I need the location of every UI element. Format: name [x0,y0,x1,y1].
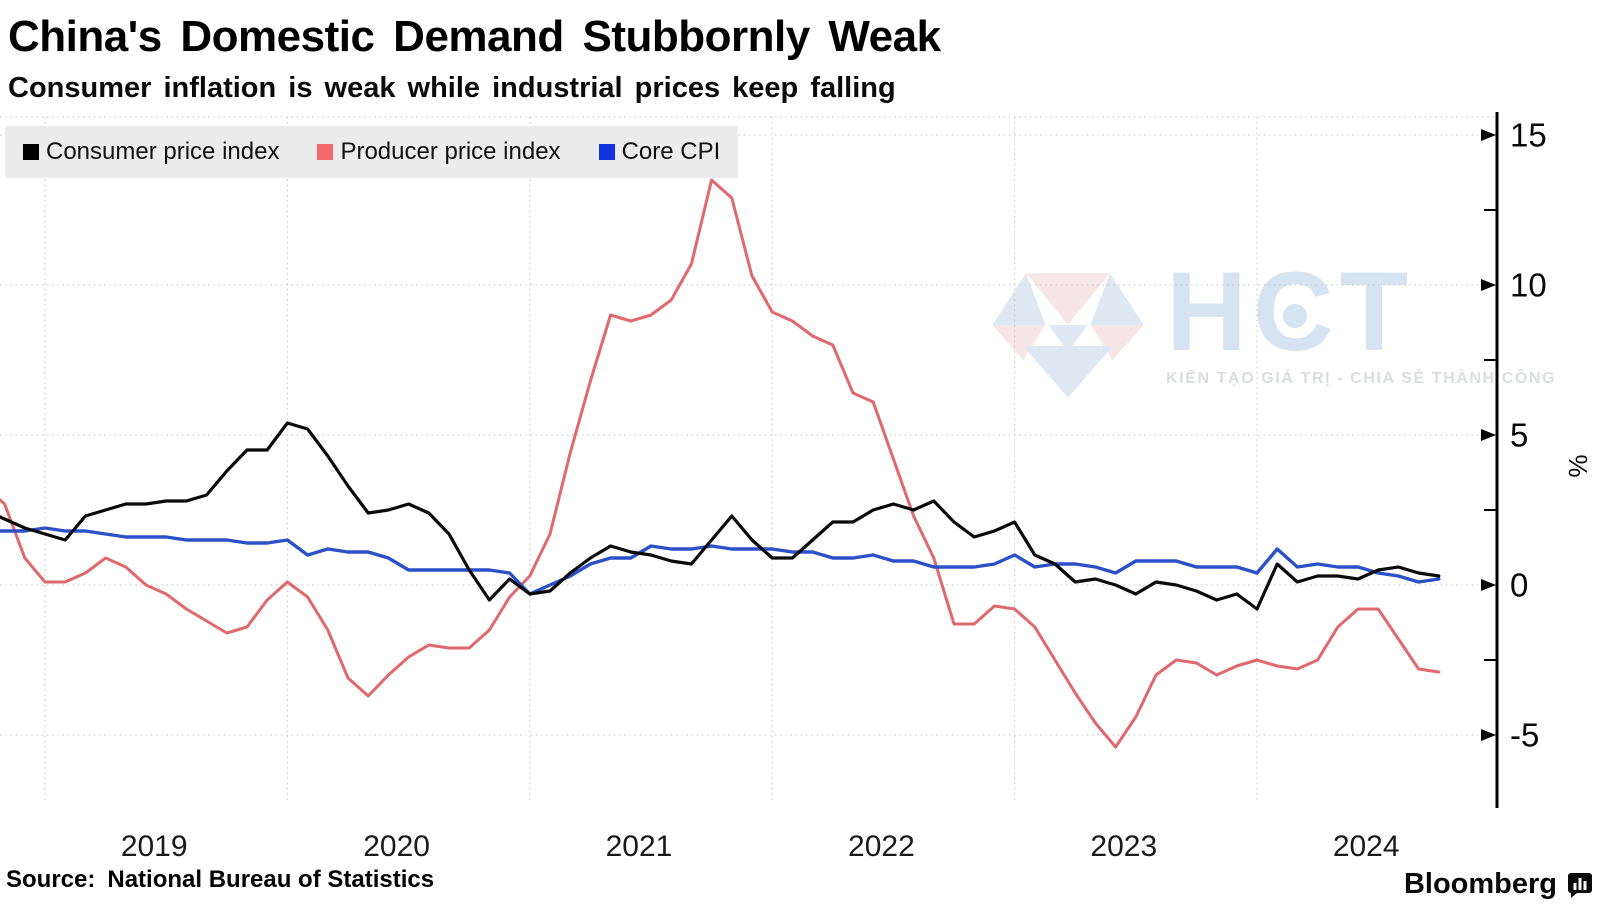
bloomberg-branding: Bloomberg [1404,868,1594,901]
cpi-swatch-icon [23,144,39,160]
watermark-letter: H [1166,249,1253,374]
watermark-letter: T [1339,249,1415,374]
hct-gem-icon [992,273,1144,398]
bloomberg-chart-bubble-icon [1568,872,1592,898]
legend-item-core-cpi: Core CPI [598,138,721,166]
x-tick-label: 2024 [1333,830,1400,863]
hct-watermark: HCT KIẾN TẠO GIÁ TRỊ - CHIA SẺ THÀNH CÔN… [982,256,1557,402]
legend-label: Producer price index [340,138,561,165]
watermark-tagline: KIẾN TẠO GIÁ TRỊ - CHIA SẺ THÀNH CÔNG [1166,370,1557,387]
producer-price-index-line [0,178,1441,749]
y-tick-arrow-icon [1481,579,1496,591]
watermark-wordmark: HCT [1166,256,1556,368]
ppi-swatch-icon [317,144,334,160]
x-tick-label: 2023 [1090,830,1157,863]
x-tick-label: 2020 [363,830,430,863]
legend-item-producer-price-index: Producer price index [317,138,561,166]
y-tick-arrow-icon [1481,729,1496,741]
source-note: Source: National Bureau of Statistics [6,866,434,894]
source-label: Source: [6,866,96,893]
y-tick-arrow-icon [1481,129,1496,141]
y-tick-label: 5 [1510,417,1528,454]
y-tick-arrow-icon [1481,279,1496,291]
y-tick-label: 10 [1510,267,1547,304]
watermark-letter-c: C [1253,256,1340,368]
page-title: China's Domestic Demand Stubbornly Weak [8,12,941,61]
c-dot-icon [1283,304,1308,328]
x-tick-label: 2019 [121,830,188,863]
chart-legend: Consumer price index Producer price inde… [5,126,739,178]
core-cpi-swatch-icon [598,144,615,160]
y-axis-unit-label: % [1563,454,1593,477]
consumer-price-index-line [0,421,1441,611]
y-tick-label: 15 [1510,117,1547,154]
y-tick-label: -5 [1510,717,1539,754]
source-text: National Bureau of Statistics [107,866,435,893]
page-subtitle: Consumer inflation is weak while industr… [8,72,896,104]
y-tick-label: 0 [1510,567,1528,604]
legend-item-consumer-price-index: Consumer price index [23,138,279,166]
core-cpi-line [0,526,1441,596]
legend-label: Core CPI [621,138,721,165]
x-tick-label: 2021 [606,830,673,863]
bloomberg-wordmark: Bloomberg [1403,868,1557,900]
legend-label: Consumer price index [46,138,280,165]
y-tick-arrow-icon [1481,429,1496,441]
x-tick-label: 2022 [848,830,915,863]
